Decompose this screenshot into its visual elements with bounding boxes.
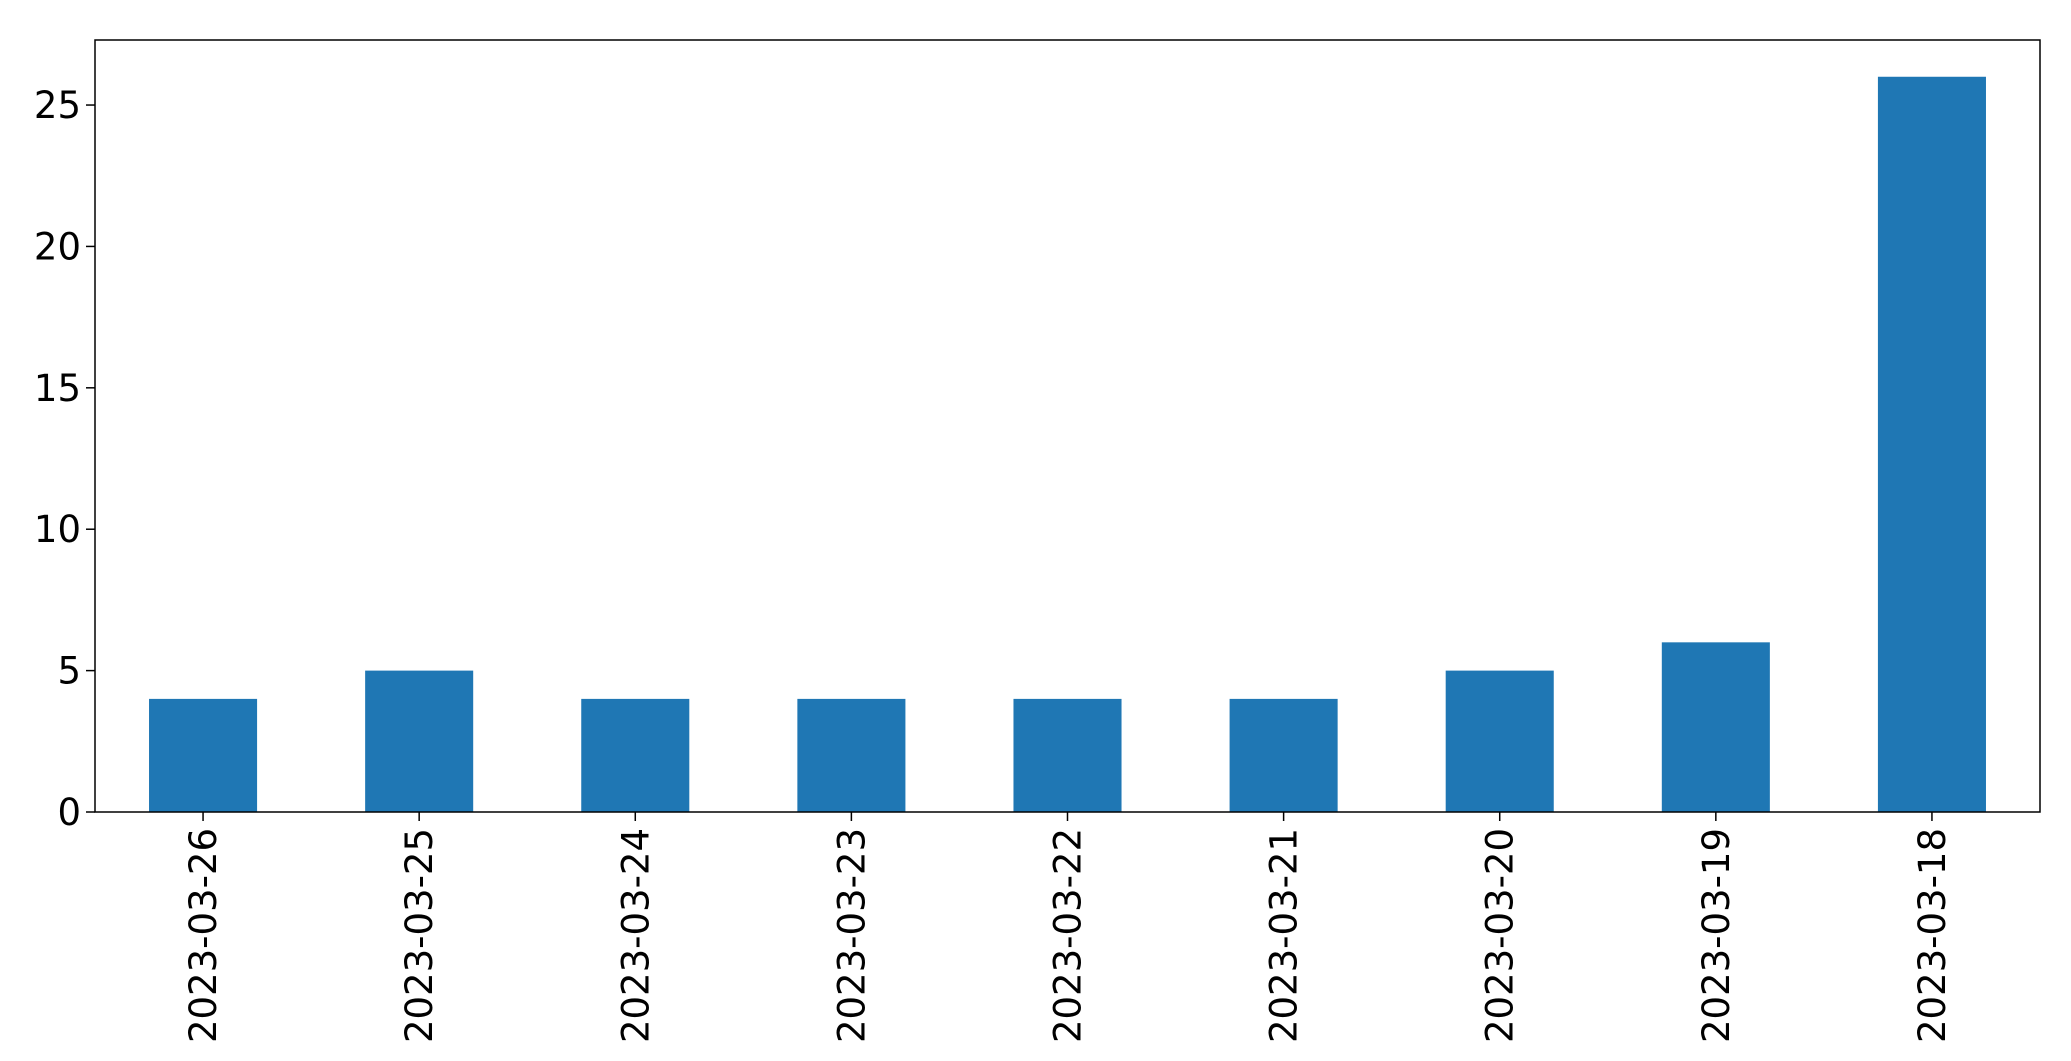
y-tick-label: 15 [34, 367, 81, 410]
x-tick-label: 2023-03-25 [398, 828, 441, 1043]
bar-2023-03-21 [1229, 698, 1338, 812]
bar-2023-03-23 [797, 698, 906, 812]
bar-2023-03-26 [149, 698, 258, 812]
x-tick-label: 2023-03-19 [1695, 828, 1738, 1043]
y-tick-label: 0 [57, 791, 81, 834]
y-tick-label: 10 [34, 508, 81, 551]
x-tick-label: 2023-03-20 [1479, 828, 1522, 1043]
x-tick-label: 2023-03-18 [1911, 828, 1954, 1043]
x-axis: 2023-03-26 2023-03-25 2023-03-24 2023-03-23… [182, 812, 1954, 1043]
x-tick-label: 2023-03-24 [614, 828, 657, 1043]
plot-frame [94, 39, 2041, 813]
x-tick-label: 2023-03-23 [830, 828, 873, 1043]
y-tick-label: 20 [34, 225, 81, 268]
x-tick-label: 2023-03-21 [1263, 828, 1306, 1043]
bar-2023-03-22 [1013, 698, 1122, 812]
y-tick-label: 25 [34, 84, 81, 127]
bar-2023-03-20 [1445, 670, 1554, 812]
x-tick-label: 2023-03-26 [182, 828, 225, 1043]
y-axis: 0 5 10 15 20 25 [34, 84, 95, 834]
bar-2023-03-25 [365, 670, 474, 812]
x-tick-label: 2023-03-22 [1047, 828, 1090, 1043]
bar-2023-03-19 [1661, 642, 1770, 812]
bars-group [149, 76, 1986, 812]
bar-2023-03-24 [581, 698, 690, 812]
y-tick-label: 5 [57, 650, 81, 693]
bar-2023-03-18 [1877, 76, 1986, 812]
